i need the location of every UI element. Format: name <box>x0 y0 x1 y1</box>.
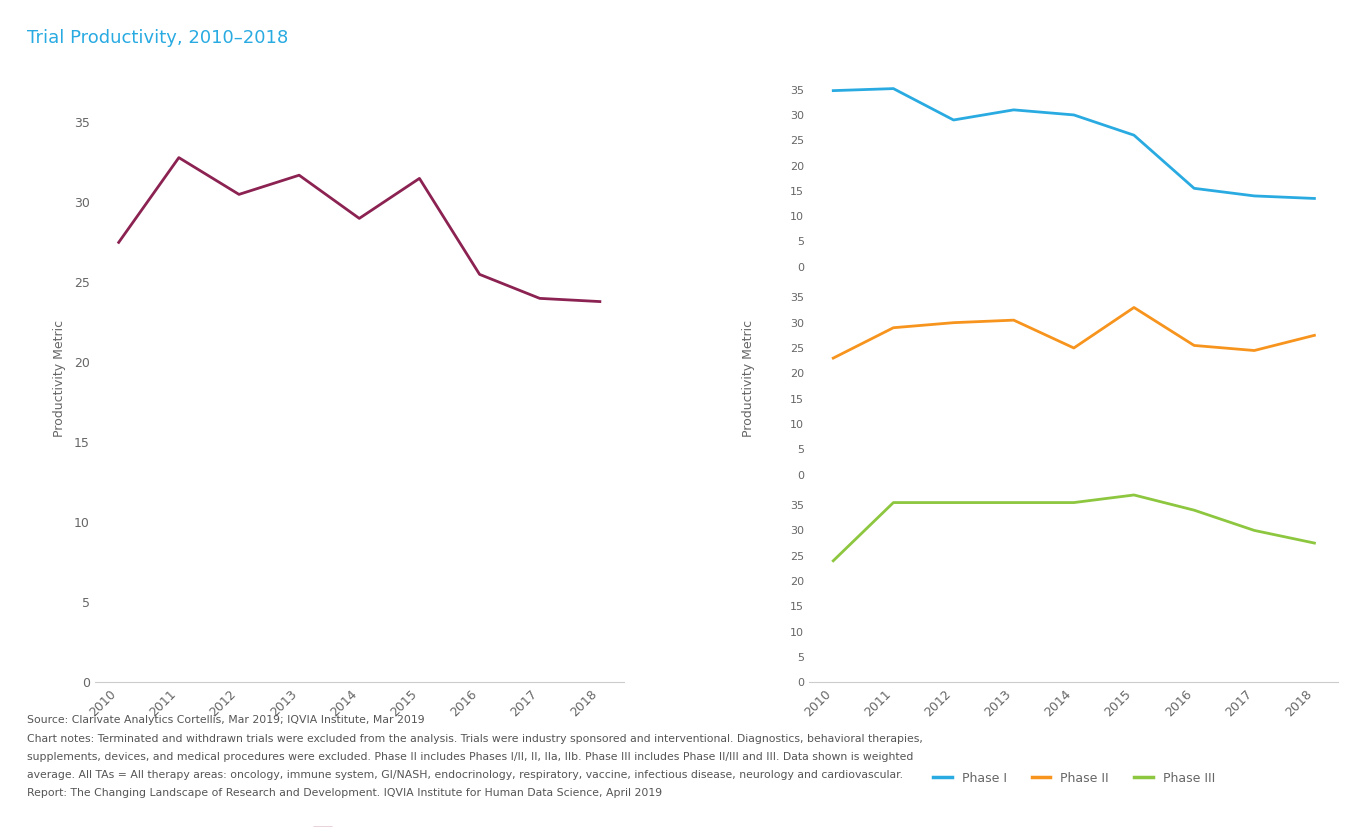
Text: supplements, devices, and medical procedures were excluded. Phase II includes Ph: supplements, devices, and medical proced… <box>27 752 914 762</box>
Legend: Phase I, Phase II, Phase III: Phase I, Phase II, Phase III <box>927 767 1220 790</box>
Text: Report: The Changing Landscape of Research and Development. IQVIA Institute for : Report: The Changing Landscape of Resear… <box>27 788 662 798</box>
Text: Trial Productivity, 2010–2018: Trial Productivity, 2010–2018 <box>27 29 288 47</box>
Legend: All Phases: All Phases <box>308 822 411 827</box>
Text: Source: Clarivate Analytics Cortellis, Mar 2019; IQVIA Institute, Mar 2019: Source: Clarivate Analytics Cortellis, M… <box>27 715 425 725</box>
Y-axis label: Productivity Metric: Productivity Metric <box>53 320 65 437</box>
Text: Productivity Metric: Productivity Metric <box>742 320 754 437</box>
Text: average. All TAs = All therapy areas: oncology, immune system, GI/NASH, endocrin: average. All TAs = All therapy areas: on… <box>27 770 903 780</box>
Text: Chart notes: Terminated and withdrawn trials were excluded from the analysis. Tr: Chart notes: Terminated and withdrawn tr… <box>27 734 923 743</box>
